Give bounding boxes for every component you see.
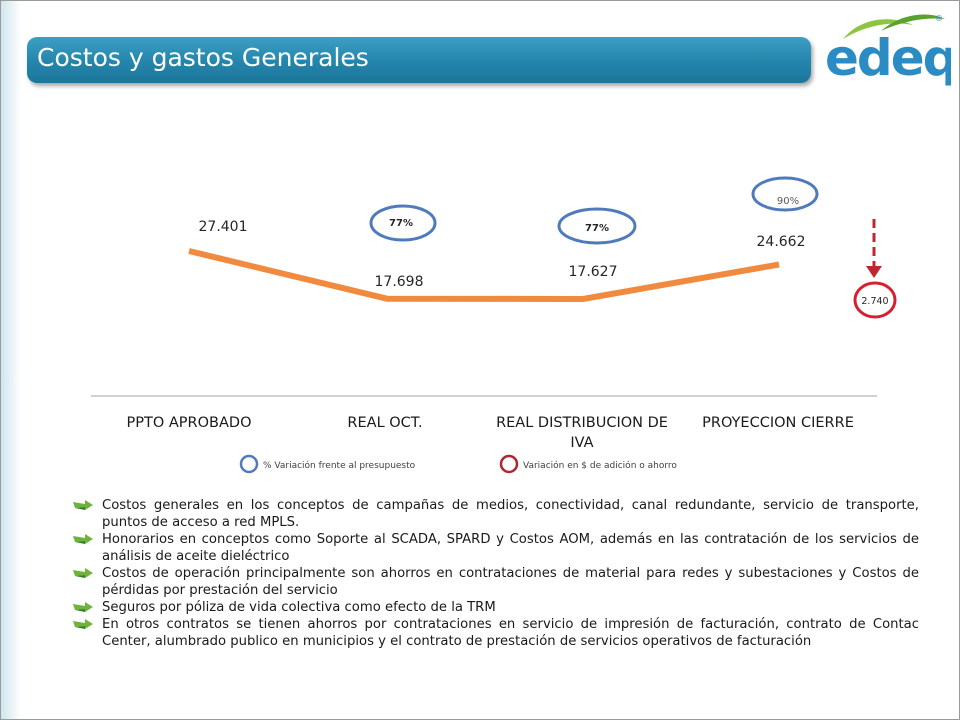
bullet-item: Costos generales en los conceptos de cam… [73, 497, 919, 531]
green-arrow-bullet-icon [73, 500, 93, 510]
savings-label: 2.740 [861, 296, 888, 307]
logo-leaf-right [881, 14, 945, 31]
bullet-text: Seguros por póliza de vida colectiva com… [102, 600, 496, 615]
savings-arrow-head-icon [866, 266, 882, 278]
category-label: REAL OCT. [347, 415, 422, 431]
green-arrow-bullet-icon [73, 619, 93, 629]
variation-circle [557, 207, 637, 245]
value-label: 24.662 [757, 234, 806, 250]
variation-circle [751, 176, 819, 212]
left-gradient-decoration [1, 1, 21, 719]
bullet-text: Honorarios en conceptos como Soporte al … [102, 532, 919, 564]
savings-circle [853, 281, 897, 319]
slide-title: Costos y gastos Generales [37, 43, 369, 72]
green-arrow-bullet-icon [73, 534, 93, 544]
category-label-line-1: REAL DISTRIBUCION DE [496, 415, 668, 431]
bullet-item: Honorarios en conceptos como Soporte al … [73, 531, 919, 565]
legend-label: Variación en $ de adición o ahorro [523, 460, 677, 471]
green-arrow-bullet-icon [73, 568, 93, 578]
bullet-item: Seguros por póliza de vida colectiva com… [73, 599, 919, 616]
edeq-logo: edeq ® [825, 14, 951, 87]
green-arrow-bullet-icon [73, 602, 93, 612]
value-label: 17.698 [375, 274, 424, 290]
logo-leaf-left [843, 19, 913, 39]
category-label: PROYECCION CIERRE [702, 415, 854, 431]
bullet-text: Costos de operación principalmente son a… [102, 566, 919, 598]
bullet-text: En otros contratos se tienen ahorros por… [102, 617, 919, 649]
value-label: 27.401 [199, 219, 248, 235]
legend-red-circle-icon [499, 454, 519, 474]
variation-label: 77% [585, 223, 609, 234]
value-label: 17.627 [569, 264, 618, 280]
series-line [188, 248, 780, 303]
legend-label: % Variación frente al presupuesto [263, 460, 416, 471]
variation-circle [369, 204, 437, 242]
category-label: PPTO APROBADO [127, 415, 252, 431]
bullet-item: En otros contratos se tienen ahorros por… [73, 616, 919, 650]
bullet-text: Costos generales en los conceptos de cam… [102, 498, 919, 530]
bullet-list: Costos generales en los conceptos de cam… [73, 497, 919, 650]
legend-blue-circle-icon [239, 454, 259, 474]
variation-label: 90% [777, 196, 799, 207]
title-bar: Costos y gastos Generales [27, 37, 811, 83]
logo-text: edeq [825, 29, 951, 87]
variation-label: 77% [389, 218, 413, 229]
category-label-line-2: IVA [570, 435, 593, 451]
logo-registered-mark: ® [935, 14, 943, 23]
bullet-item: Costos de operación principalmente son a… [73, 565, 919, 599]
